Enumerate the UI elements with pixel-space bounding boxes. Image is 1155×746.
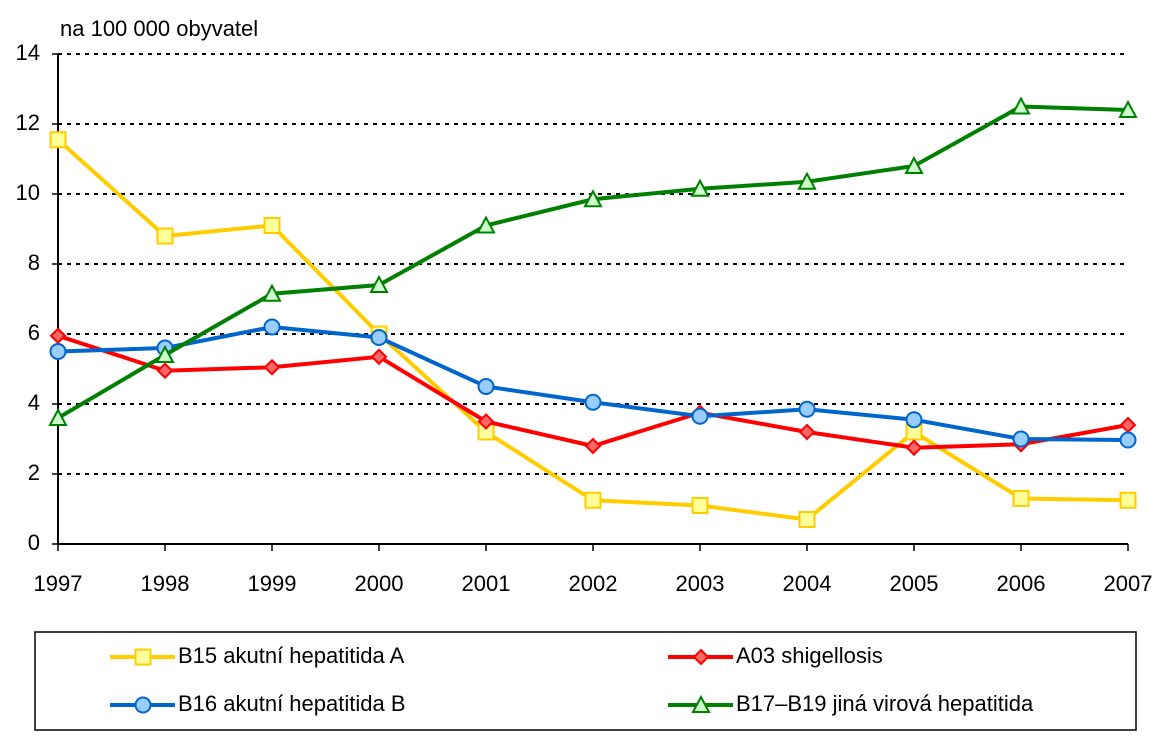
x-tick-label: 2004 bbox=[783, 571, 832, 596]
legend-marker bbox=[134, 696, 152, 714]
y-tick-label: 0 bbox=[28, 530, 40, 555]
data-point bbox=[156, 227, 174, 245]
series-line bbox=[57, 324, 1129, 443]
data-point bbox=[584, 393, 602, 411]
data-point bbox=[584, 437, 602, 455]
data-point bbox=[262, 283, 282, 302]
data-point bbox=[1012, 430, 1030, 448]
data-point bbox=[476, 215, 496, 234]
data-point bbox=[798, 511, 816, 528]
y-tick-label: 10 bbox=[16, 180, 40, 205]
x-tick-label: 2006 bbox=[997, 571, 1046, 596]
data-point bbox=[263, 217, 281, 234]
data-point bbox=[583, 189, 603, 208]
y-tick-label: 2 bbox=[28, 460, 40, 485]
series-line bbox=[56, 104, 1129, 420]
data-point bbox=[904, 155, 924, 174]
data-point bbox=[1119, 491, 1137, 509]
data-point bbox=[369, 274, 389, 293]
x-tick-label: 2000 bbox=[355, 571, 404, 596]
data-point bbox=[49, 131, 67, 149]
data-point bbox=[691, 497, 709, 514]
data-point bbox=[905, 439, 923, 457]
legend-label: B16 akutní hepatitida B bbox=[178, 691, 406, 716]
chart-subtitle: na 100 000 obyvatel bbox=[60, 16, 258, 41]
y-tick-label: 4 bbox=[28, 390, 40, 415]
data-point bbox=[477, 378, 495, 395]
data-point bbox=[905, 411, 923, 429]
legend-label: B15 akutní hepatitida A bbox=[178, 643, 405, 668]
x-tick-label: 2005 bbox=[890, 571, 939, 596]
data-point bbox=[477, 413, 495, 430]
legend-marker bbox=[691, 694, 711, 713]
data-point bbox=[370, 329, 388, 346]
data-point bbox=[49, 343, 67, 360]
y-tick-label: 12 bbox=[16, 110, 40, 135]
x-tick-label: 1999 bbox=[248, 571, 297, 596]
data-point bbox=[263, 358, 281, 376]
x-tick-label: 1998 bbox=[141, 571, 190, 596]
legend-label: A03 shigellosis bbox=[736, 643, 883, 668]
data-point bbox=[1119, 416, 1137, 434]
legend-label: B17–B19 jiná virová hepatitida bbox=[736, 691, 1034, 716]
data-point bbox=[798, 400, 816, 418]
x-tick-label: 1997 bbox=[34, 571, 83, 596]
data-point bbox=[370, 348, 388, 366]
legend-marker bbox=[134, 648, 152, 666]
x-tick-label: 2007 bbox=[1104, 571, 1153, 596]
data-point bbox=[1119, 431, 1137, 449]
data-point bbox=[263, 318, 281, 336]
data-point bbox=[690, 178, 710, 197]
data-point bbox=[155, 344, 175, 363]
data-point bbox=[1012, 490, 1030, 507]
data-point bbox=[798, 423, 816, 441]
y-tick-label: 14 bbox=[16, 40, 40, 65]
y-tick-label: 6 bbox=[28, 320, 40, 345]
data-point bbox=[1011, 96, 1031, 115]
y-tick-label: 8 bbox=[28, 250, 40, 275]
legend-box bbox=[34, 631, 1137, 731]
x-tick-label: 2002 bbox=[569, 571, 618, 596]
data-point bbox=[1118, 99, 1138, 118]
data-point bbox=[691, 407, 709, 425]
data-point bbox=[797, 171, 817, 190]
data-point bbox=[584, 491, 602, 509]
x-tick-label: 2001 bbox=[462, 571, 511, 596]
x-tick-label: 2003 bbox=[676, 571, 725, 596]
legend-marker bbox=[692, 648, 710, 666]
data-point bbox=[48, 407, 68, 426]
data-point bbox=[156, 362, 174, 380]
data-point bbox=[49, 327, 67, 345]
